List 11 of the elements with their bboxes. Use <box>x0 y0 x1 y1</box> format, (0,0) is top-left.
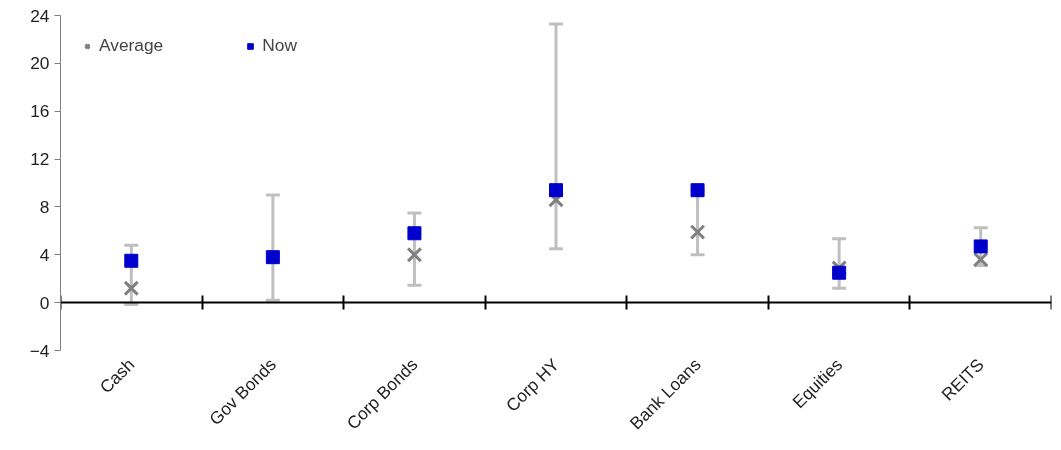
x-tick-label: Corp HY <box>501 354 564 416</box>
y-tick-label: 8 <box>39 196 50 217</box>
y-tick-label: 12 <box>30 149 50 170</box>
y-tick-label: 24 <box>30 5 50 26</box>
y-tick-label: 0 <box>39 292 50 313</box>
legend-label: Average <box>99 35 164 56</box>
legend-label: Now <box>262 35 297 56</box>
y-tick-label: 4 <box>39 244 50 265</box>
y-tick-label: 16 <box>30 101 50 122</box>
y-tick-label: −4 <box>29 340 50 361</box>
y-tick-label: 20 <box>30 53 50 74</box>
